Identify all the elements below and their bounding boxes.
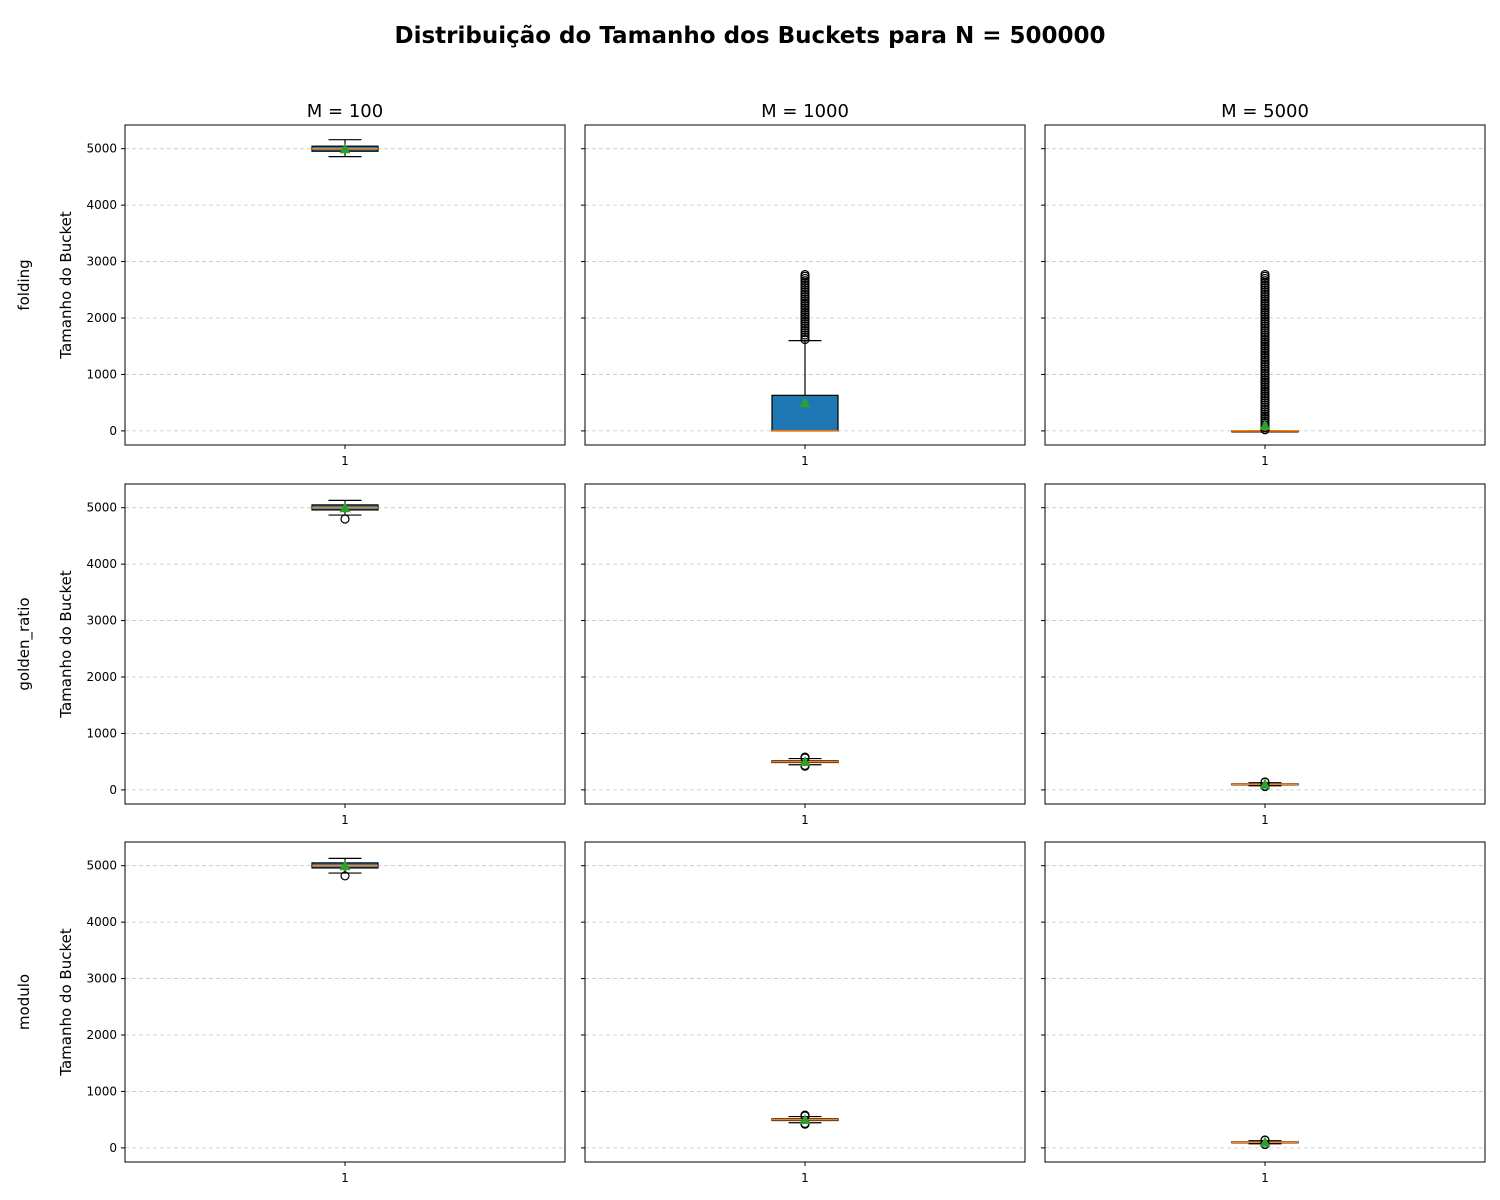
axes-frame: [1044, 124, 1486, 446]
mean-marker: [799, 397, 811, 408]
mean-marker: [799, 1114, 811, 1125]
mean-marker: [339, 860, 351, 871]
y-tick-label: 3000: [86, 255, 117, 269]
y-tick-label: 1000: [86, 367, 117, 381]
panel-folding-0: 0 1000 2000 3000 4000 5000 1: [86, 124, 566, 468]
panel-golden_ratio-2: 1: [1041, 483, 1486, 827]
mean-marker: [339, 143, 351, 154]
panel-modulo-2: 1: [1041, 841, 1486, 1185]
y-tick-label: 5000: [86, 142, 117, 156]
y-axis-label: Tamanho do Bucket: [57, 928, 75, 1077]
mean-marker: [1259, 419, 1271, 430]
outlier-point: [800, 269, 810, 280]
panel-golden_ratio-0: 0 1000 2000 3000 4000 5000 1: [86, 483, 566, 827]
panels-grid: M = 100 M = 1000 M = 5000 folding Tamanho do…: [15, 101, 1486, 1185]
mean-marker: [1259, 778, 1271, 789]
axes-frame: [1044, 483, 1486, 805]
column-title: M = 100: [307, 101, 383, 122]
x-tick-label: 1: [801, 1171, 809, 1185]
x-tick-label: 1: [341, 813, 349, 827]
outlier-point: [1260, 269, 1270, 280]
axes-frame: [584, 124, 1026, 446]
y-tick-label: 1000: [86, 1084, 117, 1098]
y-tick-label: 3000: [86, 614, 117, 628]
row-label: folding: [15, 259, 33, 310]
column-title: M = 1000: [761, 101, 849, 122]
y-tick-label: 4000: [86, 557, 117, 571]
x-tick-label: 1: [341, 1171, 349, 1185]
row-label: golden_ratio: [15, 597, 34, 690]
outlier-point: [340, 871, 350, 881]
panel-modulo-1: 1: [581, 841, 1026, 1185]
axes-frame: [124, 841, 566, 1163]
column-title: M = 5000: [1221, 101, 1309, 122]
x-tick-label: 1: [801, 454, 809, 468]
y-axis-label: Tamanho do Bucket: [57, 570, 75, 719]
axes-frame: [124, 483, 566, 805]
y-tick-label: 1000: [86, 726, 117, 740]
y-tick-label: 0: [109, 783, 117, 797]
mean-marker: [1259, 1136, 1271, 1147]
y-tick-label: 3000: [86, 972, 117, 986]
x-tick-label: 1: [1261, 813, 1269, 827]
y-axis-label: Tamanho do Bucket: [57, 211, 75, 360]
y-tick-label: 0: [109, 1141, 117, 1155]
mean-marker: [339, 502, 351, 513]
panel-folding-2: 1: [1041, 124, 1486, 468]
row-label: modulo: [15, 974, 33, 1030]
x-tick-label: 1: [341, 454, 349, 468]
x-tick-label: 1: [801, 813, 809, 827]
x-tick-label: 1: [1261, 1171, 1269, 1185]
axes-frame: [124, 124, 566, 446]
axes-frame: [584, 841, 1026, 1163]
panel-modulo-0: 0 1000 2000 3000 4000 5000 1: [86, 841, 566, 1185]
axes-frame: [1044, 841, 1486, 1163]
y-tick-label: 4000: [86, 198, 117, 212]
y-tick-label: 2000: [86, 311, 117, 325]
y-tick-label: 0: [109, 424, 117, 438]
y-tick-label: 2000: [86, 670, 117, 684]
x-tick-label: 1: [1261, 454, 1269, 468]
y-tick-label: 5000: [86, 501, 117, 515]
figure-title: Distribuição do Tamanho dos Buckets para…: [394, 23, 1105, 49]
mean-marker: [799, 756, 811, 767]
outlier-point: [340, 514, 350, 524]
y-tick-label: 2000: [86, 1028, 117, 1042]
axes-frame: [584, 483, 1026, 805]
panel-golden_ratio-1: 1: [581, 483, 1026, 827]
y-tick-label: 5000: [86, 859, 117, 873]
panel-folding-1: 1: [581, 124, 1026, 468]
y-tick-label: 4000: [86, 915, 117, 929]
